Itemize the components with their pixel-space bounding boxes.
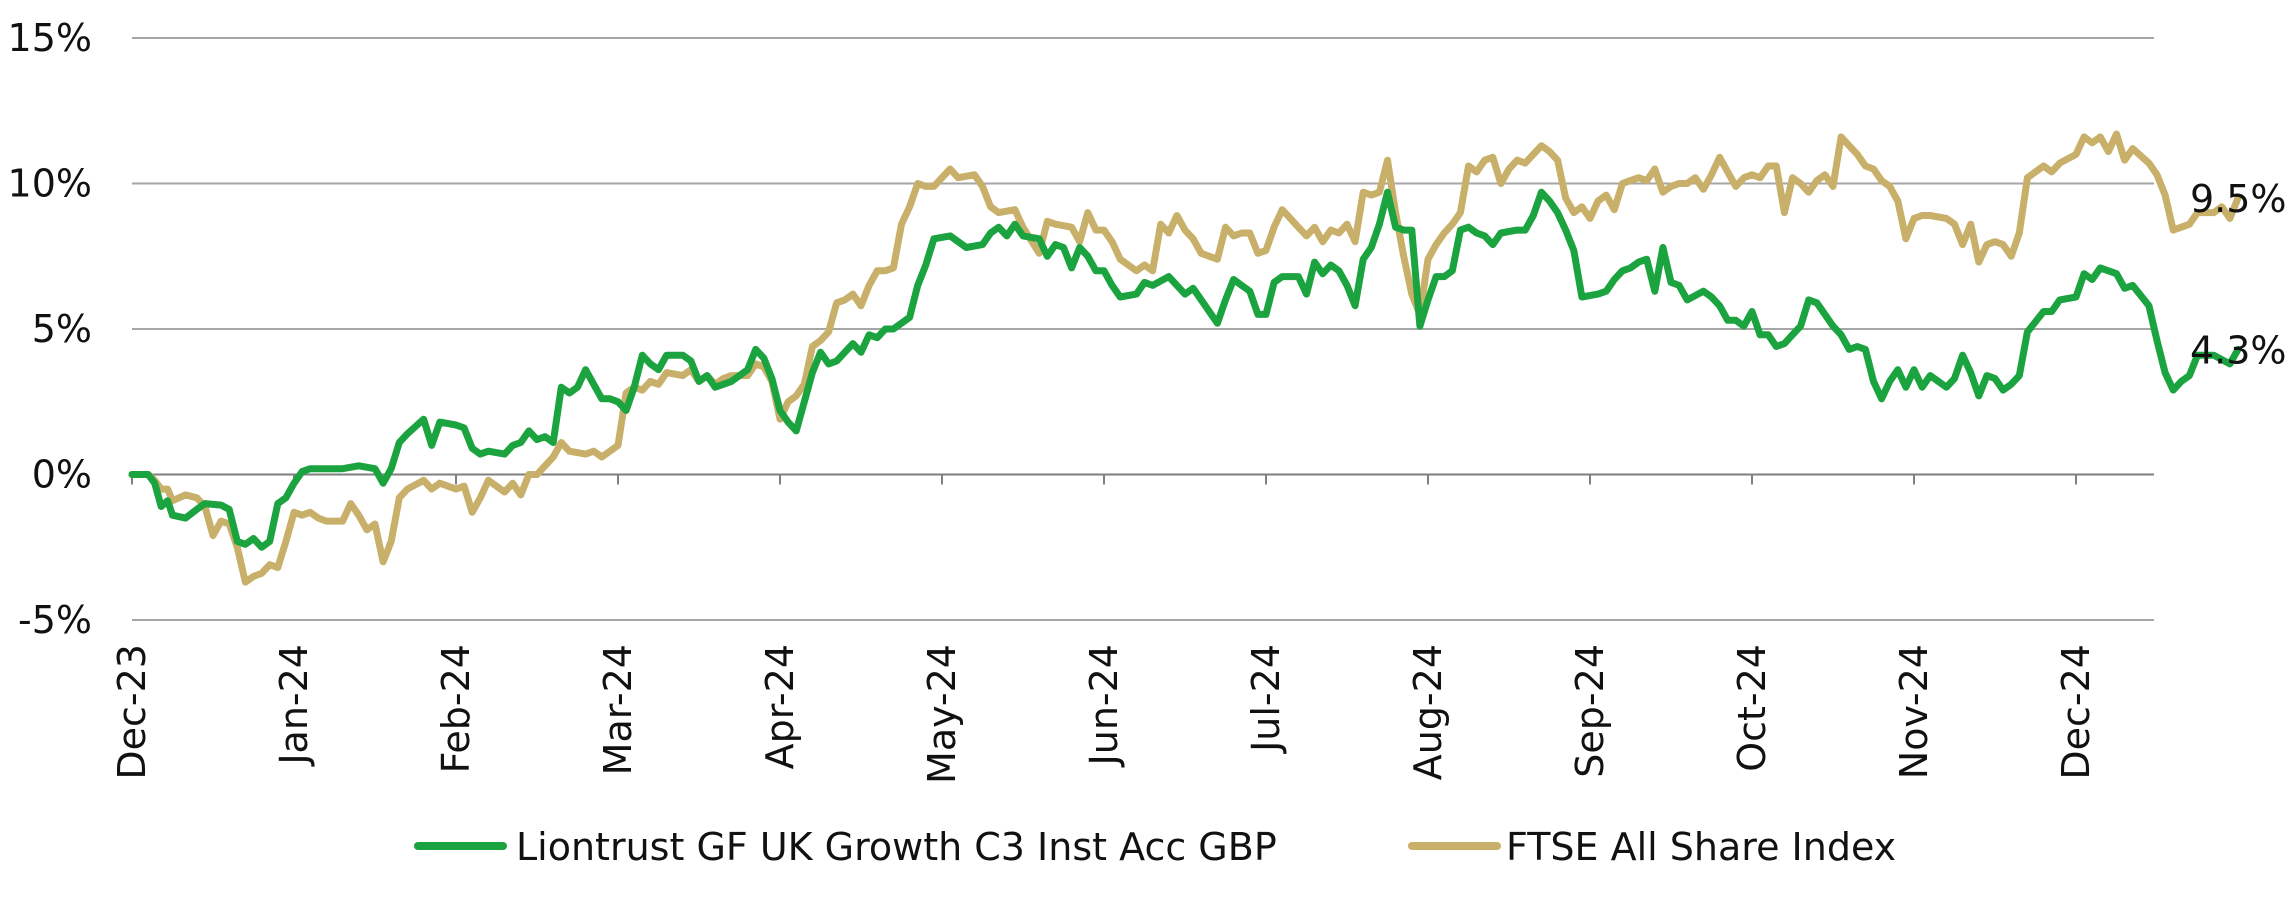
x-tick-label: Aug-24 [1406, 644, 1450, 780]
gridlines [132, 37, 2154, 621]
x-tick-label: Jan-24 [272, 644, 316, 767]
x-tick-label: Mar-24 [596, 644, 640, 775]
x-tick-label: Sep-24 [1568, 644, 1612, 778]
y-tick-label: 10% [8, 162, 92, 206]
legend-label: FTSE All Share Index [1506, 825, 1896, 869]
x-axis: Dec-23 Jan-24 Feb-24 Mar-24 Apr-24 May-24 Jun-… [110, 473, 2154, 784]
end-labels: 4.3% 9.5% [2190, 177, 2286, 372]
legend: Liontrust GF UK Growth C3 Inst Acc GBP FT… [414, 825, 1896, 869]
series-line-liontrust [128, 188, 2242, 551]
x-tick-label: Dec-24 [2054, 644, 2098, 780]
y-tick-label: -5% [18, 598, 92, 642]
end-value-label-liontrust: 4.3% [2190, 328, 2286, 372]
series-line-ftse [128, 130, 2242, 586]
end-value-label-ftse: 9.5% [2190, 177, 2286, 221]
series-lines [128, 130, 2242, 586]
x-tick-label: Feb-24 [434, 644, 478, 773]
x-tick-label: Jun-24 [1082, 644, 1126, 767]
y-tick-label: 0% [32, 453, 92, 497]
legend-label: Liontrust GF UK Growth C3 Inst Acc GBP [516, 825, 1277, 869]
y-tick-label: 5% [32, 307, 92, 351]
x-tick-label: May-24 [920, 644, 964, 784]
x-tick-label: Jul-24 [1244, 644, 1288, 754]
x-tick-label: Dec-23 [110, 644, 154, 780]
y-tick-label: 15% [8, 16, 92, 60]
x-tick-label: Oct-24 [1730, 644, 1774, 772]
x-tick-label: Nov-24 [1892, 644, 1936, 779]
x-tick-label: Apr-24 [758, 644, 802, 769]
y-axis-ticks: -5% 0% 5% 10% 15% [8, 16, 92, 642]
